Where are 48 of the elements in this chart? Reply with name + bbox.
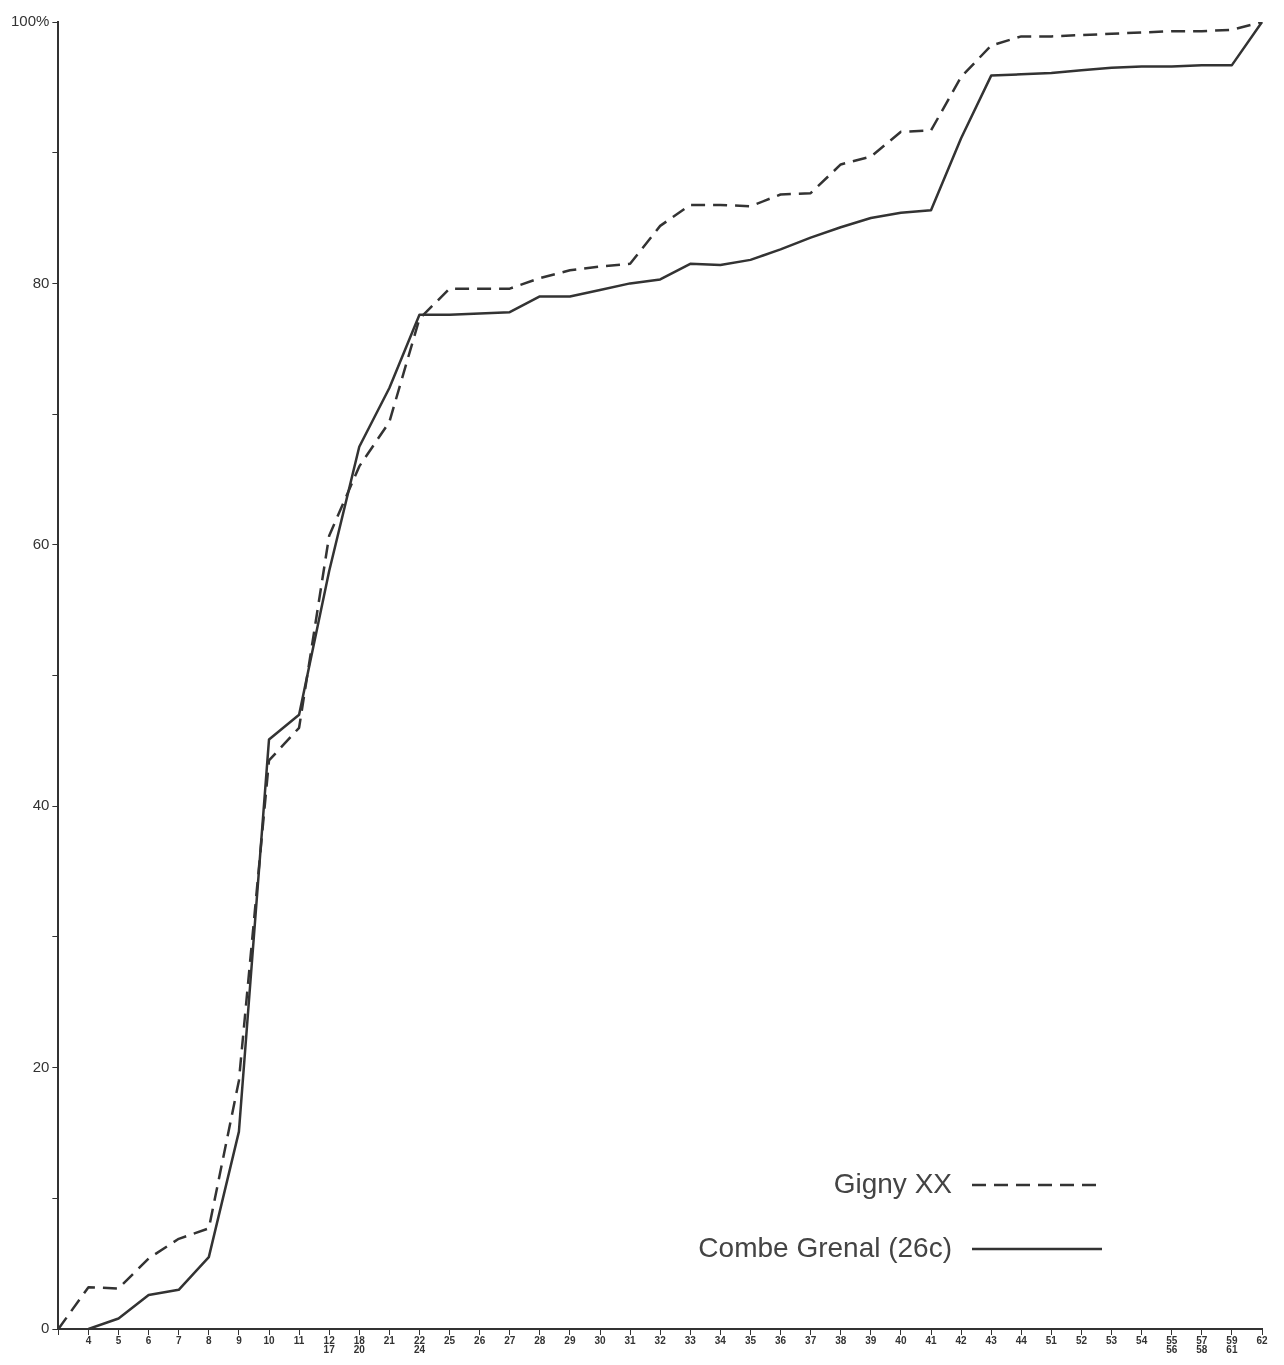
x-tick-label: 7 (175, 1335, 182, 1347)
x-tick-label: 10 (263, 1335, 275, 1347)
legend-label: Gigny XX (833, 1167, 953, 1199)
x-tick-label: 62 (1256, 1335, 1268, 1347)
x-tick-label: 55 56 (1166, 1335, 1178, 1356)
x-tick-label: 32 (654, 1335, 667, 1347)
x-tick-label: 8 (206, 1335, 213, 1347)
x-tick-label: 26 (474, 1335, 486, 1347)
x-tick-label: 37 (805, 1335, 817, 1347)
x-tick-label: 18 20 (353, 1335, 366, 1356)
x-tick-label: 44 (1015, 1335, 1028, 1347)
x-tick-label: 39 (865, 1335, 877, 1347)
x-tick-label: 31 (624, 1335, 637, 1347)
x-tick-label: 5 (115, 1335, 122, 1347)
x-tick-label: 30 (594, 1335, 606, 1347)
x-tick-label: 28 (534, 1335, 546, 1347)
x-tick-label: 53 (1105, 1335, 1118, 1347)
y-tick-label: 100% (10, 12, 50, 30)
x-tick-label: 38 (835, 1335, 847, 1347)
x-tick-label: 6 (145, 1335, 152, 1347)
legend-label: Combe Grenal (26c) (698, 1231, 952, 1263)
x-tick-label: 35 (744, 1335, 757, 1347)
x-tick-label: 22 24 (413, 1335, 426, 1356)
x-tick-label: 41 (925, 1335, 937, 1347)
x-tick-label: 9 (236, 1335, 243, 1347)
y-tick-label: 40 (32, 796, 50, 814)
x-tick-label: 54 (1136, 1335, 1148, 1347)
x-tick-label: 12 17 (323, 1335, 336, 1356)
x-tick-label: 57 58 (1196, 1335, 1208, 1356)
x-tick-label: 11 (293, 1335, 305, 1347)
y-tick-label: 0 (41, 1319, 50, 1337)
x-tick-label: 27 (504, 1335, 516, 1347)
y-tick-label: 60 (32, 534, 50, 552)
x-tick-label: 33 (684, 1335, 697, 1347)
x-tick-label: 52 (1075, 1335, 1088, 1347)
x-tick-label: 4 (85, 1335, 92, 1347)
x-tick-label: 59 61 (1226, 1335, 1238, 1356)
x-tick-label: 21 (383, 1335, 396, 1347)
x-tick-label: 43 (985, 1335, 998, 1347)
x-tick-label: 29 (564, 1335, 576, 1347)
x-tick-label: 36 (774, 1335, 787, 1347)
x-tick-label: 34 (714, 1335, 727, 1347)
x-tick-label: 51 (1045, 1335, 1058, 1347)
y-tick-label: 80 (32, 273, 50, 291)
y-tick-label: 20 (32, 1057, 50, 1075)
x-tick-label: 40 (895, 1335, 907, 1347)
x-tick-label: 42 (955, 1335, 968, 1347)
x-tick-label: 25 (443, 1335, 456, 1347)
